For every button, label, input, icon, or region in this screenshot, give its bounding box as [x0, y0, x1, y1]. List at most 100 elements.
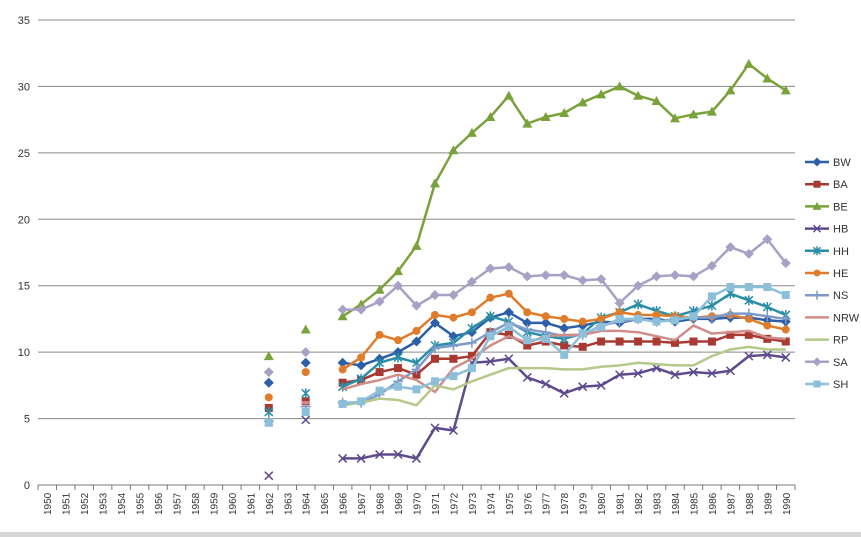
data-point	[597, 337, 606, 346]
data-point	[743, 248, 754, 259]
x-tick-label: 1974	[486, 492, 497, 515]
x-tick-label: 1963	[283, 492, 294, 515]
data-point	[706, 106, 717, 116]
data-point	[560, 350, 569, 359]
legend-label: BW	[833, 157, 851, 169]
x-tick-label: 1957	[172, 492, 183, 515]
data-point	[486, 293, 495, 302]
data-point	[356, 373, 366, 384]
x-tick-label: 1971	[431, 492, 442, 515]
data-point	[504, 289, 513, 298]
data-point	[812, 157, 822, 167]
series-line	[342, 345, 786, 407]
data-point	[744, 314, 753, 323]
data-point	[522, 271, 533, 282]
y-tick-label: 0	[24, 480, 30, 492]
data-point	[264, 406, 274, 417]
data-point	[486, 332, 495, 341]
data-point	[466, 337, 477, 348]
data-point	[763, 321, 772, 330]
data-point	[338, 365, 347, 374]
data-point	[725, 366, 735, 376]
x-tick-label: 1988	[745, 492, 756, 515]
data-point	[300, 357, 311, 368]
x-tick-label: 1977	[542, 492, 553, 515]
data-point	[263, 351, 274, 361]
series-sh	[264, 283, 790, 427]
x-tick-label: 1961	[246, 492, 257, 515]
data-point	[338, 399, 347, 408]
data-point	[652, 310, 661, 319]
data-point	[559, 323, 570, 334]
data-point	[541, 334, 550, 343]
x-tick-label: 1983	[653, 492, 664, 515]
data-point	[596, 274, 607, 285]
data-point	[300, 324, 311, 334]
data-point	[264, 471, 274, 481]
data-point	[467, 323, 477, 334]
data-point	[356, 304, 367, 315]
data-point	[411, 453, 422, 463]
data-point	[467, 308, 476, 317]
x-tick-label: 1981	[616, 492, 627, 515]
x-tick-label: 1970	[413, 492, 424, 515]
series-be	[263, 58, 791, 361]
data-point	[781, 325, 790, 334]
x-tick-label: 1976	[523, 492, 534, 515]
x-tick-label: 1956	[154, 492, 165, 515]
data-point	[744, 283, 753, 292]
data-point	[707, 368, 717, 378]
data-point	[485, 263, 496, 274]
legend-item-sh: SH	[805, 379, 848, 391]
data-point	[523, 336, 532, 345]
x-tick-label: 1959	[209, 492, 220, 515]
data-point	[706, 260, 717, 271]
data-point	[375, 368, 384, 377]
data-point	[429, 317, 440, 328]
data-point	[375, 386, 384, 395]
data-point	[744, 351, 754, 361]
legend-label: SA	[833, 357, 848, 369]
x-tick-label: 1965	[320, 492, 331, 515]
data-point	[503, 307, 514, 318]
data-point	[615, 308, 624, 317]
data-point	[633, 90, 644, 100]
legend-item-ns: NS	[805, 290, 848, 302]
data-point	[780, 258, 791, 269]
legend-label: BA	[833, 179, 848, 191]
y-tick-label: 25	[18, 148, 30, 160]
x-tick-label: 1972	[449, 492, 460, 515]
data-point	[560, 314, 569, 323]
data-point	[485, 311, 495, 322]
data-point	[357, 397, 366, 406]
data-point	[522, 324, 533, 335]
data-point	[263, 367, 274, 378]
data-point	[688, 367, 698, 377]
data-point	[523, 308, 532, 317]
data-point	[541, 379, 551, 389]
data-point	[725, 308, 736, 319]
data-point	[357, 353, 366, 362]
data-point	[540, 270, 551, 281]
legend-item-ba: BA	[805, 179, 848, 191]
x-tick-label: 1953	[99, 492, 110, 515]
data-point	[762, 73, 773, 83]
data-point	[707, 292, 716, 301]
data-point	[725, 85, 736, 95]
data-point	[411, 300, 422, 311]
data-point	[467, 352, 476, 361]
x-tick-label: 1987	[726, 492, 737, 515]
data-point	[762, 311, 773, 322]
data-point	[615, 370, 625, 380]
data-point	[411, 240, 422, 250]
data-point	[577, 97, 588, 107]
data-point	[356, 299, 367, 309]
data-point	[651, 271, 662, 282]
data-point	[448, 340, 459, 351]
data-point	[264, 418, 273, 427]
series-line	[342, 324, 786, 394]
data-point	[429, 343, 440, 354]
data-point	[706, 312, 717, 323]
data-point	[522, 372, 532, 382]
data-point	[337, 311, 348, 321]
